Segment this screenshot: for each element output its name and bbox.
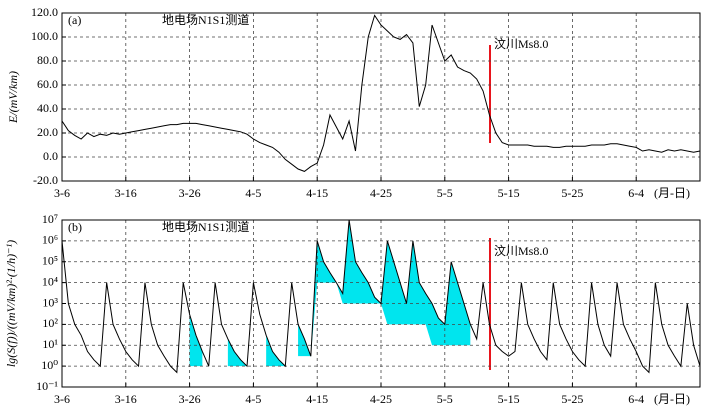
x-tick-label: 3-26 [179, 392, 201, 406]
y-tick-label: 40.0 [37, 101, 58, 115]
y-axis-label: lg(S(f))/((mV/km)²·(1/h)⁻¹) [4, 240, 18, 367]
y-tick-label: 100.0 [31, 29, 58, 43]
y-tick-label: 10² [42, 316, 58, 330]
x-tick-label: 4-15 [306, 392, 328, 406]
x-tick-label: 3-16 [115, 186, 137, 200]
y-tick-label: 10¹ [42, 337, 58, 351]
plot-frame [61, 12, 701, 182]
x-tick-label: 5-25 [561, 186, 583, 200]
x-tick-label: 3-16 [115, 392, 137, 406]
x-axis-label: (月-日) [654, 392, 690, 406]
plot-frame [61, 219, 701, 388]
y-tick-label: 120.0 [31, 5, 58, 19]
x-tick-label: 3-6 [54, 392, 70, 406]
y-tick-label: 10⁰ [41, 358, 58, 372]
annotation: 地电场N1S1测道 [162, 220, 249, 234]
fill-area [266, 335, 286, 367]
y-tick-label: 10⁴ [42, 274, 58, 288]
y-axis-label: E/(mV/km) [6, 71, 20, 124]
fill-area [227, 338, 248, 367]
x-tick-label: 6-4 [628, 186, 644, 200]
x-tick-label: 5-5 [437, 392, 453, 406]
y-tick-label: 10⁵ [42, 254, 58, 268]
x-tick-label: 4-25 [370, 186, 392, 200]
y-tick-label: 60.0 [37, 77, 58, 91]
x-tick-label: 3-26 [179, 186, 201, 200]
data-line [61, 219, 701, 374]
y-tick-label: -20.0 [33, 173, 58, 187]
y-tick-label: 10⁶ [42, 233, 58, 247]
event-label: 汶川Ms8.0 [494, 243, 548, 258]
x-tick-label: 3-6 [54, 186, 70, 200]
x-tick-label: 4-5 [245, 186, 261, 200]
y-tick-label: 10⁷ [42, 212, 58, 226]
data-line [61, 14, 701, 172]
x-tick-label: 5-15 [498, 186, 520, 200]
x-tick-label: 4-25 [370, 392, 392, 406]
panel-label: (b) [68, 220, 82, 234]
x-tick-label: 6-4 [628, 392, 644, 406]
x-tick-label: 5-25 [561, 392, 583, 406]
event-label: 汶川Ms8.0 [494, 36, 548, 51]
y-tick-label: 10⁻¹ [36, 379, 58, 393]
x-tick-label: 5-5 [437, 186, 453, 200]
annotation: 地电场N1S1测道 [162, 13, 249, 27]
y-tick-label: 80.0 [37, 53, 58, 67]
x-tick-label: 4-15 [306, 186, 328, 200]
panel-label: (a) [68, 13, 81, 27]
fill-area [298, 220, 471, 357]
x-axis-label: (月-日) [654, 186, 690, 200]
y-tick-label: 10³ [42, 295, 58, 309]
fill-area [189, 314, 203, 367]
x-tick-label: 4-5 [245, 392, 261, 406]
y-tick-label: 0.0 [43, 149, 58, 163]
x-tick-label: 5-15 [498, 392, 520, 406]
y-tick-label: 20.0 [37, 125, 58, 139]
